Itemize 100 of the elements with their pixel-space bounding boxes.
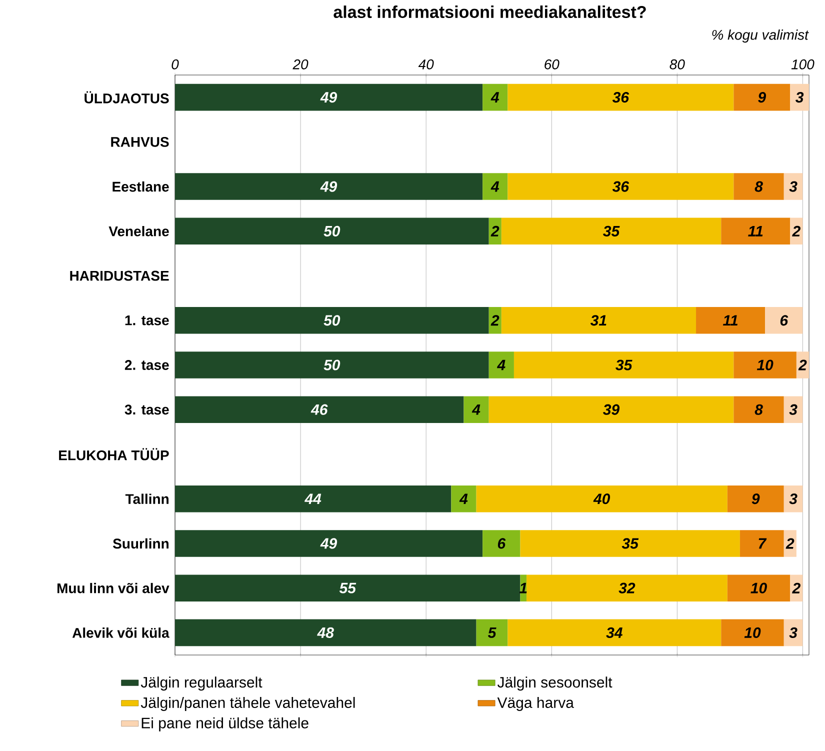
bar [482, 173, 508, 200]
bar [734, 173, 784, 200]
data-label: 2 [490, 226, 500, 236]
x-tick-label: 20 [292, 59, 308, 70]
bar [175, 530, 483, 557]
bar [734, 84, 790, 111]
data-label: 11 [722, 315, 738, 326]
data-label: 46 [310, 404, 328, 415]
data-label: 44 [304, 494, 322, 504]
chart-title: alast informatsiooni meediakanalitest? [334, 6, 646, 18]
data-label: 50 [324, 315, 340, 326]
legend-label: Jälgin sesoonselt [497, 676, 612, 691]
data-label: 48 [317, 627, 334, 638]
data-label: 2 [786, 538, 794, 549]
bar [520, 530, 740, 557]
bar [501, 218, 722, 245]
x-tick-label: 60 [544, 59, 560, 70]
y-tick-label: 3. tase [124, 404, 169, 415]
bar [734, 396, 784, 424]
data-label: 36 [612, 92, 630, 103]
bar [727, 485, 784, 512]
legend-label: Jälgin regulaarselt [140, 676, 262, 691]
data-label: 10 [750, 582, 767, 594]
bar [727, 574, 790, 602]
bar [175, 485, 452, 512]
bar [784, 485, 803, 512]
y-tick-label: Alevik või küla [72, 628, 170, 638]
legend-label: Jälgin/panen tähele vahetevahel [140, 696, 355, 711]
bar [175, 173, 483, 200]
data-label: 39 [603, 404, 620, 415]
y-tick-label: ELUKOHA TÜÜP [59, 448, 169, 460]
bar [784, 173, 803, 200]
x-tick-label: 40 [418, 59, 434, 70]
bar [721, 619, 784, 646]
bar [175, 619, 476, 646]
data-label: 7 [758, 538, 767, 549]
legend-label: Väga harva [497, 696, 574, 711]
data-label: 49 [320, 538, 338, 549]
bar [175, 218, 489, 245]
y-tick-label: ÜLDJAOTUS [84, 91, 169, 104]
y-tick-label: Tallinn [125, 494, 168, 504]
y-tick-label: Eestlane [112, 181, 169, 192]
bar [508, 619, 722, 646]
bar [482, 530, 520, 557]
legend-label: Ei pane neid üldse tähele [142, 717, 308, 732]
bar [488, 396, 734, 424]
data-label: 3 [789, 181, 798, 192]
data-label: 9 [752, 494, 760, 504]
data-label: 31 [590, 315, 606, 326]
bar [476, 485, 728, 512]
bar [740, 530, 784, 557]
data-label: 4 [459, 494, 468, 504]
data-label: 2 [792, 582, 800, 594]
bar [476, 619, 508, 646]
bar [784, 396, 803, 424]
data-label: 3 [789, 404, 798, 415]
y-tick-label: Venelane [108, 226, 169, 236]
bar [508, 84, 734, 111]
data-label: 9 [758, 92, 766, 103]
bar [790, 84, 809, 111]
data-label: 3 [796, 92, 804, 103]
x-tick-label: 0 [172, 59, 179, 70]
data-label: 2 [490, 315, 500, 326]
data-label: 10 [756, 360, 774, 370]
data-label: 2 [792, 226, 800, 236]
data-label: 50 [324, 360, 340, 370]
bar [514, 352, 734, 378]
data-label: 34 [606, 627, 622, 638]
bar [175, 84, 483, 111]
bar [526, 574, 728, 602]
y-tick-label: 1. tase [125, 316, 169, 326]
bar [501, 307, 696, 334]
bar [175, 574, 520, 602]
x-tick-label: 100 [791, 59, 814, 70]
data-label: 4 [496, 360, 506, 370]
data-label: 8 [754, 404, 763, 415]
x-tick-label: 80 [670, 59, 685, 70]
y-tick-label: HARIDUSTASE [70, 270, 169, 281]
data-label: 35 [603, 226, 620, 236]
data-label: 4 [490, 181, 500, 192]
bar [482, 84, 508, 111]
data-label: 3 [789, 627, 798, 638]
bar [488, 352, 514, 378]
data-label: 11 [748, 226, 763, 236]
data-label: 6 [498, 538, 506, 549]
data-label: 32 [618, 582, 636, 594]
data-label: 35 [616, 360, 632, 370]
bar [175, 307, 489, 334]
data-label: 4 [490, 92, 500, 102]
data-label: 2 [798, 360, 807, 370]
y-tick-label: 2. tase [124, 360, 169, 370]
data-label: 3 [789, 494, 798, 504]
data-label: 55 [339, 582, 356, 594]
data-label: 10 [744, 627, 761, 638]
data-label: 36 [612, 181, 630, 192]
data-label: 5 [488, 627, 496, 638]
bar [508, 173, 734, 200]
y-tick-label: Muu linn või alev [57, 582, 170, 594]
data-label: 8 [754, 181, 763, 192]
y-tick-label: Suurlinn [112, 538, 168, 549]
